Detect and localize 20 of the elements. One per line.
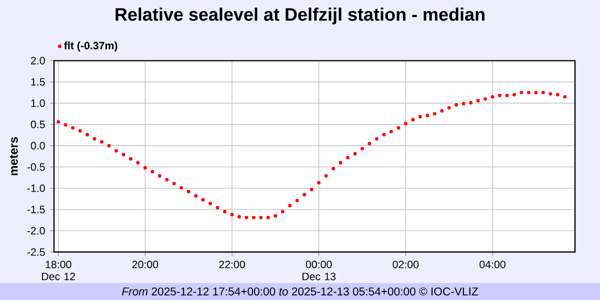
y-tick-label: 0.0 xyxy=(30,142,45,150)
y-tick-label: -1.5 xyxy=(27,206,45,214)
y-tick-label: -1.0 xyxy=(27,184,45,192)
y-axis-title: meters xyxy=(10,137,18,176)
x-tick-label: 02:00 xyxy=(392,260,419,268)
y-tick-label: -2.5 xyxy=(27,248,45,256)
x-tick-label: 00:00 Dec 13 xyxy=(302,260,336,280)
y-tick-label: 0.5 xyxy=(30,120,45,128)
x-tick-label: 22:00 xyxy=(219,260,245,268)
y-tick-label: -2.0 xyxy=(27,226,45,235)
legend-label: flt (-0.37m) xyxy=(64,42,118,52)
y-tick-label: 1.5 xyxy=(31,78,45,86)
chart-title: Relative sealevel at Delfzijl station - median xyxy=(116,8,484,24)
x-tick-label: 20:00 xyxy=(132,260,158,268)
y-tick-label: 1.0 xyxy=(31,99,45,107)
y-tick-label: -0.5 xyxy=(27,163,45,171)
y-tick-label: 2.0 xyxy=(31,56,45,64)
x-tick-label: 18:00 Dec 12 xyxy=(42,260,75,280)
text: From 2025-12-12 17:54+00:00 to 2025-12-13 05:54+00:00 © IOC-VLIZ xyxy=(122,287,478,296)
x-tick-label: 04:00 xyxy=(480,260,506,268)
